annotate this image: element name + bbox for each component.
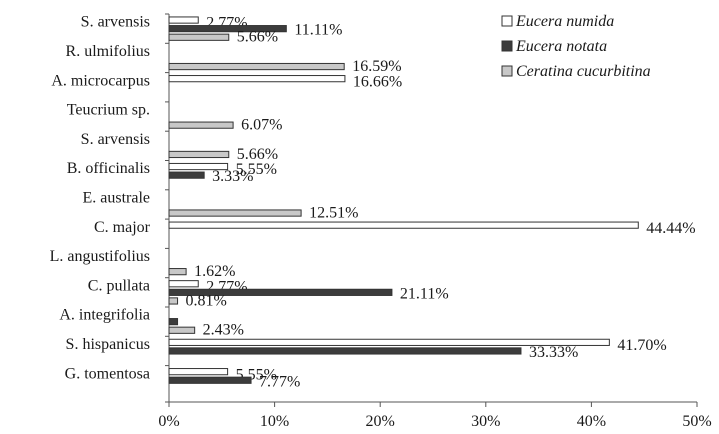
bar bbox=[168, 338, 610, 346]
category-label: C. major bbox=[94, 219, 151, 236]
bar bbox=[168, 288, 393, 296]
category-label: C. pullata bbox=[88, 277, 150, 294]
bar bbox=[168, 209, 302, 217]
bar bbox=[168, 75, 346, 83]
data-label: 44.44% bbox=[646, 220, 695, 237]
category-label: E. australe bbox=[82, 189, 150, 206]
x-tick-label: 0% bbox=[158, 413, 179, 430]
category-label: G. tomentosa bbox=[65, 365, 150, 382]
bar bbox=[168, 268, 187, 276]
data-label: 16.59% bbox=[352, 58, 401, 75]
bar bbox=[168, 62, 345, 71]
data-label: 16.66% bbox=[353, 73, 402, 90]
data-label: 5.55% bbox=[236, 161, 277, 178]
legend-label: Eucera numida bbox=[515, 13, 614, 30]
bar bbox=[168, 150, 230, 159]
x-tick-label: 10% bbox=[260, 413, 289, 430]
legend-swatch bbox=[501, 65, 513, 77]
x-tick-label: 40% bbox=[577, 413, 606, 430]
x-tick-label: 30% bbox=[471, 413, 500, 430]
data-label: 12.51% bbox=[309, 204, 358, 221]
data-label: 7.77% bbox=[259, 373, 300, 390]
data-label: 41.70% bbox=[617, 337, 666, 354]
x-tick-label: 20% bbox=[366, 413, 395, 430]
data-label: 0.81% bbox=[186, 292, 227, 309]
bar bbox=[168, 297, 179, 305]
data-label: 21.11% bbox=[400, 285, 449, 302]
bar bbox=[168, 318, 179, 326]
legend: Eucera numida Eucera notata Ceratina cucur… bbox=[501, 13, 651, 80]
category-label: R. ulmifolius bbox=[66, 43, 150, 60]
bar bbox=[168, 121, 234, 129]
bar bbox=[168, 16, 199, 24]
data-label: 5.66% bbox=[237, 29, 278, 46]
category-label: S. arvensis bbox=[81, 131, 150, 148]
category-label: S. arvensis bbox=[81, 14, 150, 31]
legend-swatch bbox=[501, 15, 513, 27]
data-label: 11.11% bbox=[294, 22, 342, 39]
bar bbox=[168, 162, 229, 171]
bar bbox=[168, 171, 205, 179]
bar bbox=[168, 347, 522, 355]
legend-label: Eucera notata bbox=[515, 38, 607, 55]
legend-label: Ceratina cucurbitina bbox=[516, 63, 651, 80]
bar bbox=[168, 25, 287, 33]
data-label: 1.62% bbox=[194, 263, 235, 280]
bar bbox=[168, 280, 199, 288]
bar bbox=[168, 221, 639, 229]
bar bbox=[168, 376, 252, 384]
data-label: 33.33% bbox=[529, 344, 578, 361]
bar bbox=[168, 33, 230, 41]
data-label: 3.33% bbox=[212, 168, 253, 185]
category-label: B. officinalis bbox=[67, 160, 150, 177]
data-label: 5.66% bbox=[237, 146, 278, 163]
data-label: 6.07% bbox=[241, 117, 282, 134]
category-label: S. hispanicus bbox=[66, 336, 150, 353]
x-tick-label: 50% bbox=[682, 413, 711, 430]
category-label: Teucrium sp. bbox=[67, 102, 150, 119]
legend-swatch bbox=[501, 40, 513, 52]
data-label: 2.43% bbox=[203, 322, 244, 339]
bar bbox=[168, 326, 196, 334]
category-label: L. angustifolius bbox=[50, 248, 150, 265]
bar bbox=[168, 368, 229, 376]
category-label: A. microcarpus bbox=[51, 72, 150, 89]
category-label: A. integrifolia bbox=[59, 307, 150, 324]
